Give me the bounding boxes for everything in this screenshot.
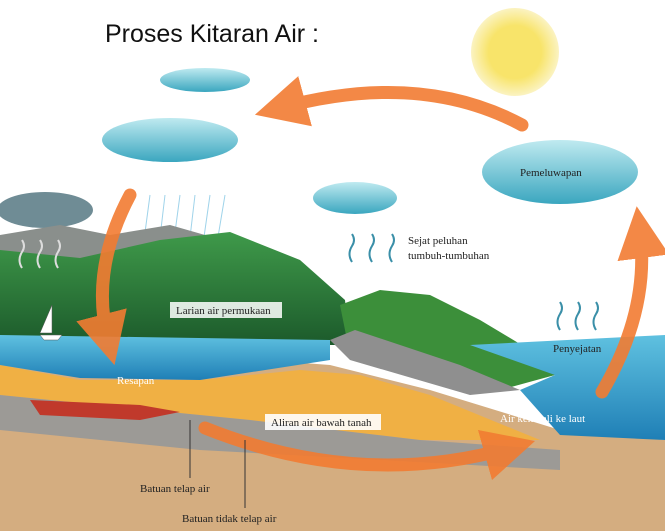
label-impermeable-rock: Batuan tidak telap air — [182, 513, 277, 525]
label-condensation: Pemeluwapan — [520, 167, 582, 179]
label-evaporation: Penyejatan — [553, 343, 602, 355]
label-groundwater-flow: Aliran air bawah tanah — [271, 417, 372, 429]
sun — [471, 8, 559, 96]
clouds — [0, 68, 638, 228]
title: Proses Kitaran Air : — [105, 20, 319, 48]
label-permeable-rock: Batuan telap air — [140, 483, 210, 495]
label-surface-runoff: Larian air permukaan — [176, 305, 271, 317]
label-transpiration: tumbuh-tumbuhan — [408, 250, 490, 262]
label-return-to-sea: Air kembali ke laut — [500, 413, 585, 425]
label-transpiration: Sejat peluhan — [408, 235, 468, 247]
label-infiltration: Resapan — [117, 375, 155, 387]
water-cycle-diagram: Proses Kitaran Air : Pe — [0, 0, 665, 531]
